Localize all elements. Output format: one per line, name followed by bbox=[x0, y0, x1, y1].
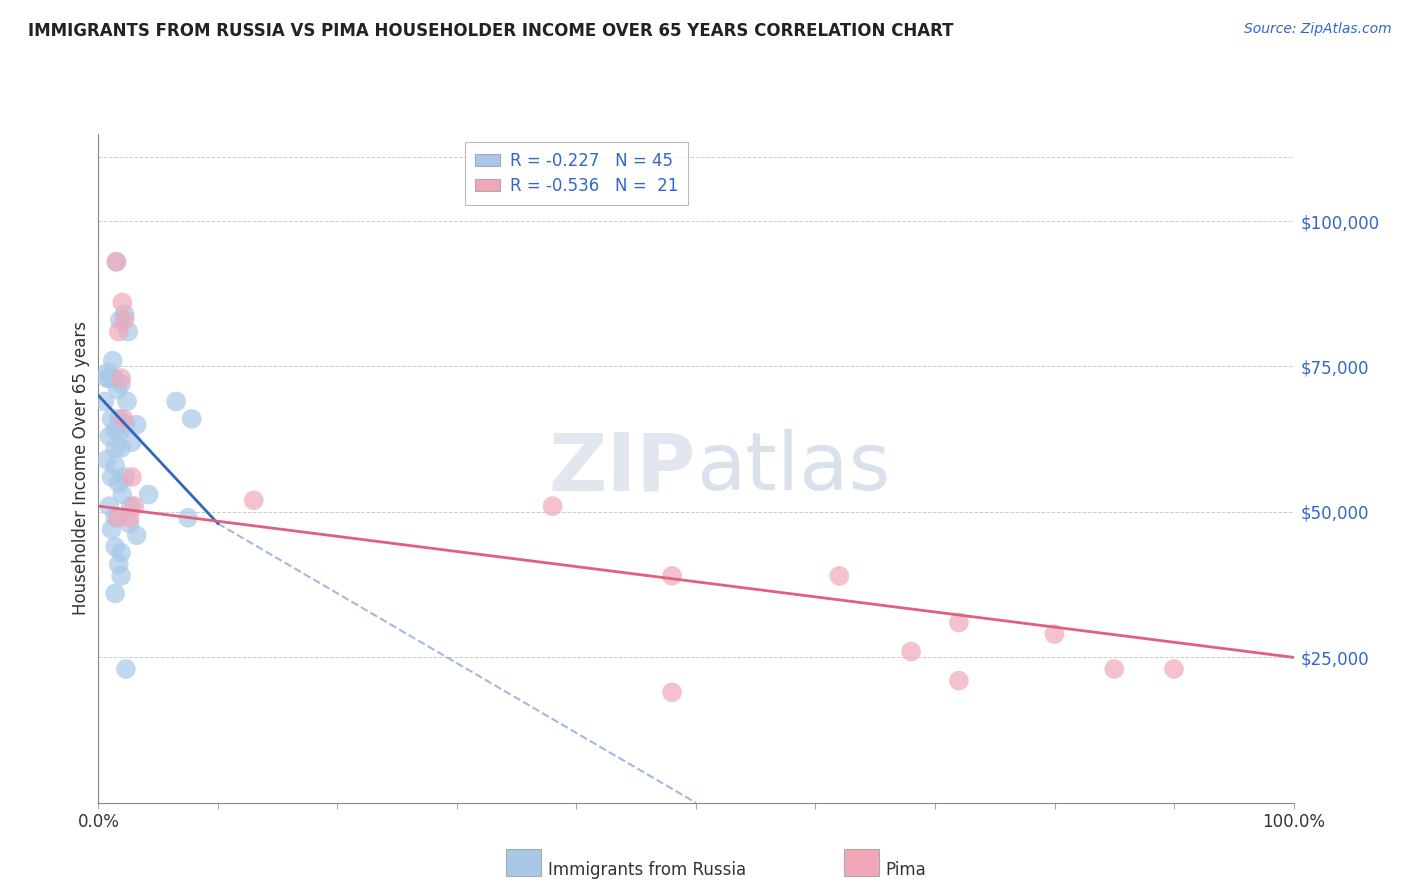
Point bbox=[96, 452, 118, 467]
Point bbox=[98, 371, 121, 385]
Point bbox=[948, 615, 970, 630]
Point bbox=[104, 458, 127, 473]
Point bbox=[108, 313, 131, 327]
Point bbox=[107, 325, 129, 339]
Point bbox=[165, 394, 187, 409]
Point bbox=[107, 383, 129, 397]
Point bbox=[115, 417, 138, 432]
Point bbox=[1043, 627, 1066, 641]
Point bbox=[115, 394, 138, 409]
Point bbox=[105, 254, 128, 268]
Point bbox=[112, 412, 135, 426]
Point bbox=[96, 371, 118, 385]
Point bbox=[111, 295, 134, 310]
Point bbox=[104, 441, 127, 455]
Point bbox=[103, 371, 125, 385]
Point bbox=[110, 371, 132, 385]
Y-axis label: Householder Income Over 65 years: Householder Income Over 65 years bbox=[72, 321, 90, 615]
Point bbox=[107, 558, 129, 572]
Point bbox=[114, 313, 136, 327]
Point bbox=[98, 499, 121, 513]
Text: Immigrants from Russia: Immigrants from Russia bbox=[548, 861, 747, 879]
Point bbox=[114, 307, 136, 321]
Point bbox=[97, 365, 120, 379]
Point bbox=[100, 470, 122, 484]
Point bbox=[117, 325, 139, 339]
Point bbox=[107, 475, 129, 490]
Point bbox=[948, 673, 970, 688]
Point bbox=[104, 424, 127, 438]
Point bbox=[661, 569, 683, 583]
Point bbox=[121, 470, 143, 484]
Point bbox=[110, 376, 132, 391]
Point bbox=[118, 516, 141, 531]
Point bbox=[118, 510, 141, 524]
Point bbox=[243, 493, 266, 508]
Point bbox=[107, 510, 129, 524]
Point bbox=[828, 569, 851, 583]
Text: Source: ZipAtlas.com: Source: ZipAtlas.com bbox=[1244, 22, 1392, 37]
Point bbox=[120, 499, 142, 513]
Point bbox=[98, 429, 121, 443]
Point bbox=[110, 441, 132, 455]
Point bbox=[661, 685, 683, 699]
Point bbox=[121, 435, 143, 450]
Point bbox=[100, 522, 122, 536]
Point bbox=[900, 644, 922, 658]
Text: IMMIGRANTS FROM RUSSIA VS PIMA HOUSEHOLDER INCOME OVER 65 YEARS CORRELATION CHAR: IMMIGRANTS FROM RUSSIA VS PIMA HOUSEHOLD… bbox=[28, 22, 953, 40]
Point bbox=[125, 528, 148, 542]
Point bbox=[180, 412, 202, 426]
Point bbox=[100, 412, 122, 426]
Point bbox=[541, 499, 564, 513]
Point bbox=[138, 487, 160, 501]
Point bbox=[114, 470, 136, 484]
Point bbox=[104, 510, 127, 524]
Point bbox=[104, 540, 127, 554]
Point bbox=[108, 424, 131, 438]
Point bbox=[1102, 662, 1125, 676]
Point bbox=[104, 586, 127, 600]
Point bbox=[124, 499, 146, 513]
Point bbox=[1163, 662, 1185, 676]
Text: Pima: Pima bbox=[886, 861, 927, 879]
Point bbox=[110, 569, 132, 583]
Point bbox=[110, 546, 132, 560]
Point bbox=[105, 254, 128, 268]
Point bbox=[93, 394, 115, 409]
Point bbox=[111, 487, 134, 501]
Point bbox=[125, 417, 148, 432]
Point bbox=[177, 510, 200, 524]
Point bbox=[101, 353, 124, 368]
Text: ZIP: ZIP bbox=[548, 429, 696, 508]
Point bbox=[107, 412, 129, 426]
Text: atlas: atlas bbox=[696, 429, 890, 508]
Point bbox=[115, 662, 138, 676]
Legend: R = -0.227   N = 45, R = -0.536   N =  21: R = -0.227 N = 45, R = -0.536 N = 21 bbox=[465, 142, 688, 205]
